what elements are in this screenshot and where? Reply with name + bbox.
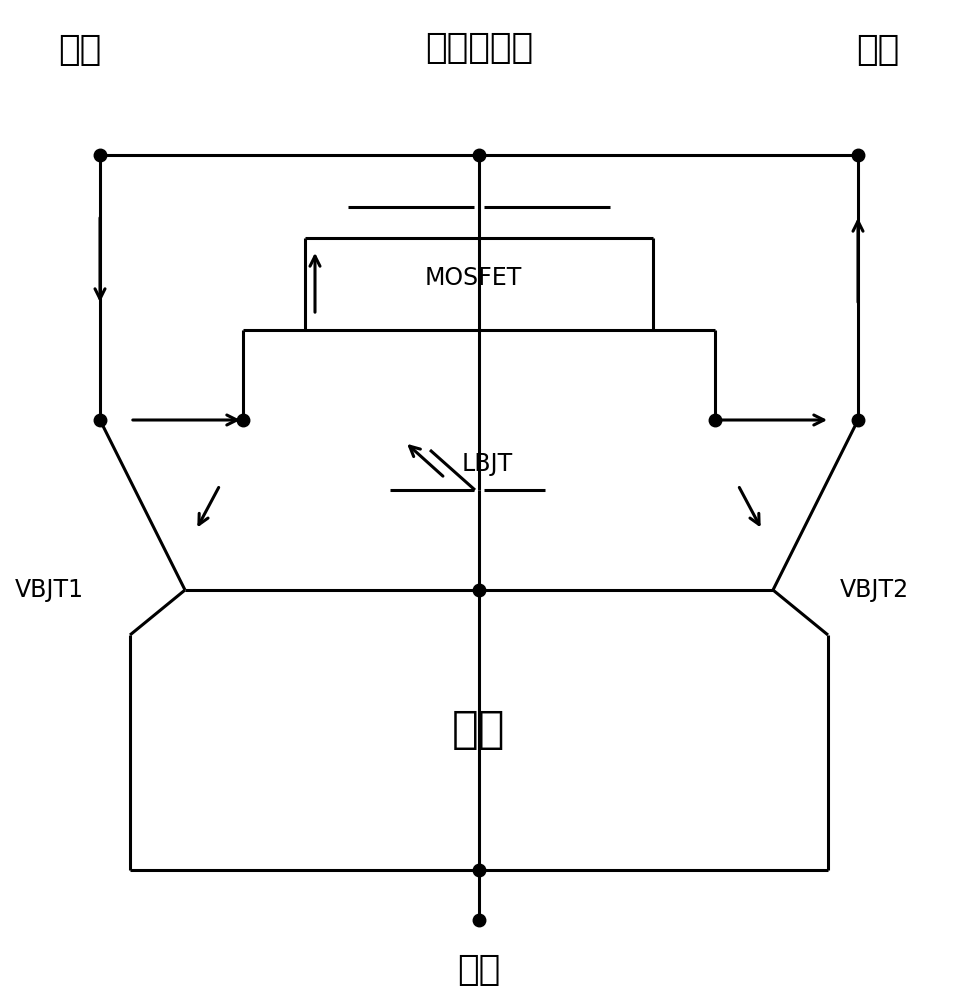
Text: VBJT1: VBJT1 [15, 578, 84, 602]
Text: 源极: 源极 [58, 33, 102, 67]
Text: 衬底: 衬底 [457, 953, 501, 987]
Text: 井区: 井区 [452, 708, 506, 752]
Text: LBJT: LBJT [462, 452, 513, 476]
Text: MOSFET: MOSFET [425, 266, 522, 290]
Text: 门（栅极）: 门（栅极） [425, 31, 533, 65]
Text: VBJT2: VBJT2 [840, 578, 909, 602]
Text: 漏极: 漏极 [856, 33, 900, 67]
